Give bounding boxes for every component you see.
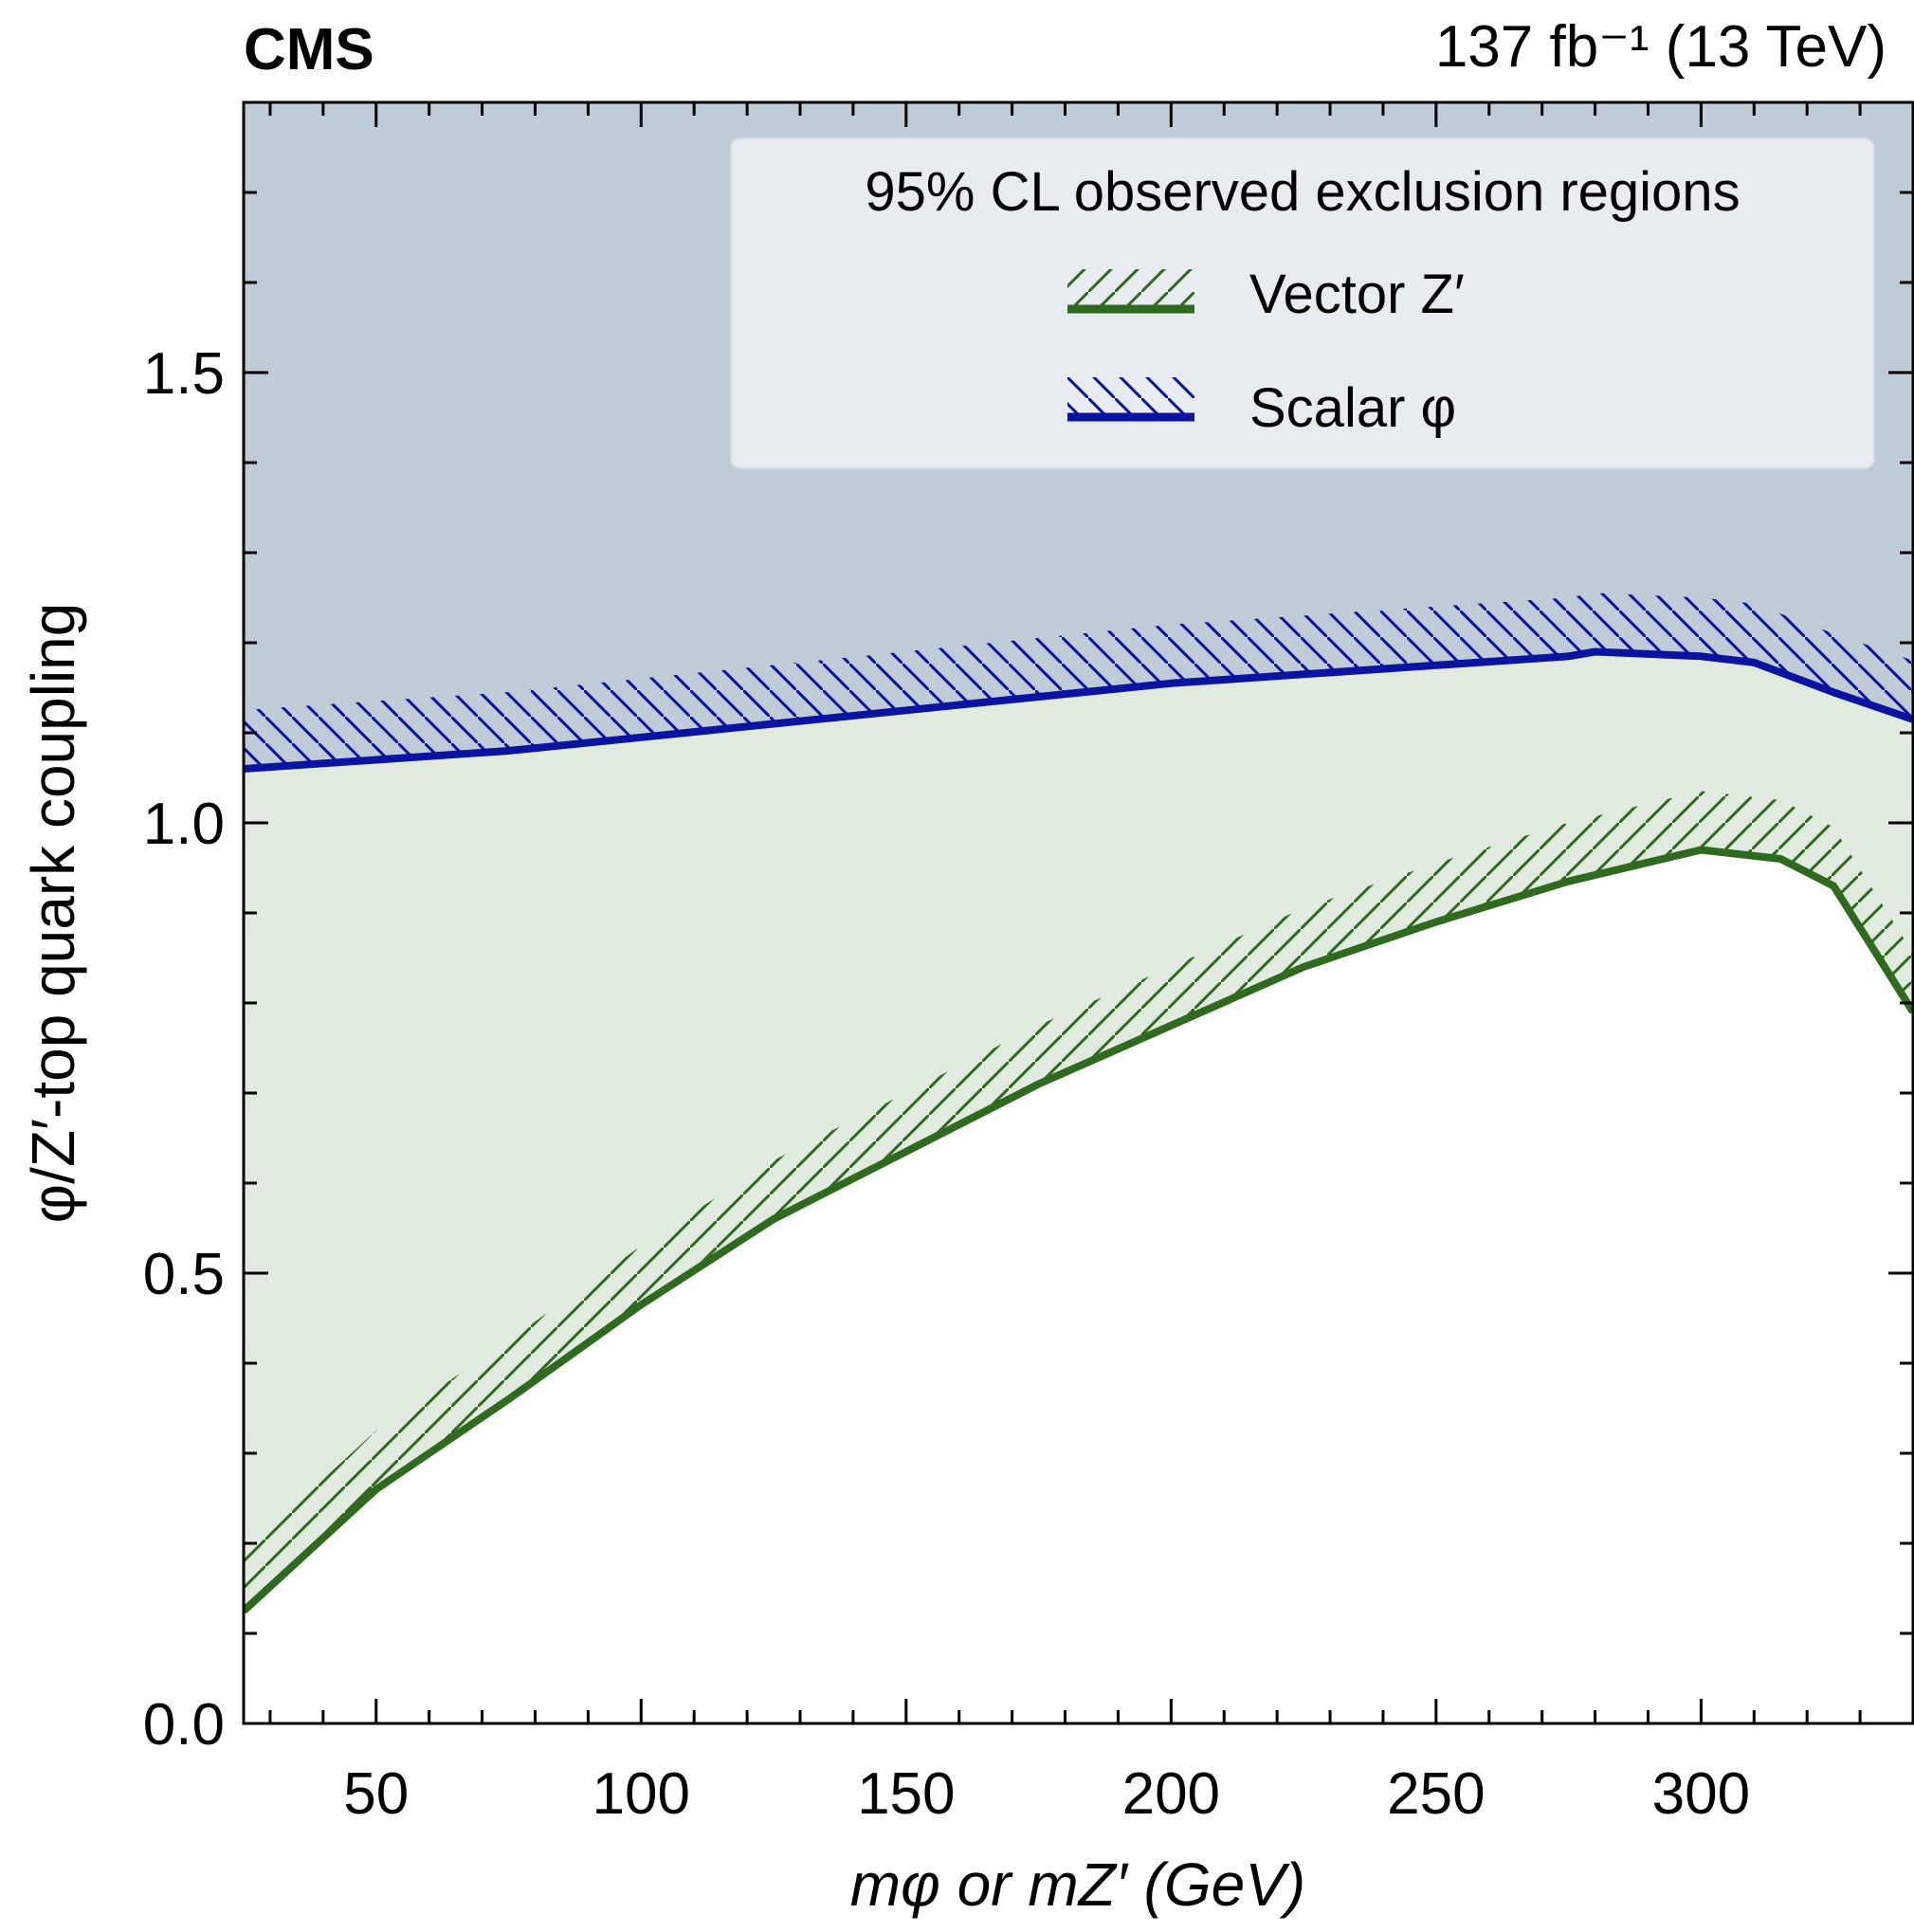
legend: 95% CL observed exclusion regions Vector… [730,137,1875,469]
x-axis-label: mφ or mZ′ (GeV) [850,1850,1305,1919]
legend-label-scalar: Scalar φ [1249,377,1456,439]
legend-label-vector: Vector Z′ [1249,264,1465,325]
y-axis-tick-labels: 0.0 0.5 1.0 1.5 [143,341,225,1758]
x-tick-label: 300 [1652,1761,1750,1827]
scalar-limit-line [244,647,1913,773]
legend-entry-scalar: Scalar φ [1067,377,1456,439]
legend-box [730,137,1875,469]
y-axis-label: φ/Z′-top quark coupling [19,603,87,1224]
legend-swatch-scalar-hatch [1067,377,1194,415]
x-tick-label: 100 [592,1761,690,1827]
x-tick-label: 50 [343,1761,409,1827]
vector-limit-line [244,846,1913,1614]
legend-swatch-vector-hatch [1067,269,1194,307]
lumi-energy-label: 137 fb⁻¹ (13 TeV) [1435,14,1887,80]
x-axis-ticks [268,102,1914,1723]
y-tick-label: 1.5 [143,341,225,407]
x-tick-label: 250 [1387,1761,1485,1827]
y-tick-label: 0.0 [143,1692,225,1758]
y-tick-label: 0.5 [143,1242,225,1307]
legend-title: 95% CL observed exclusion regions [865,161,1740,223]
y-tick-label: 1.0 [143,792,225,857]
x-tick-label: 200 [1122,1761,1220,1827]
scalar-hatch-band [244,592,1913,769]
experiment-label: CMS [244,17,374,82]
x-tick-label: 150 [857,1761,955,1827]
x-axis-tick-labels: 50 100 150 200 250 300 [343,1761,1750,1827]
y-axis-ticks [244,191,1913,1725]
legend-entry-vector: Vector Z′ [1067,264,1465,325]
